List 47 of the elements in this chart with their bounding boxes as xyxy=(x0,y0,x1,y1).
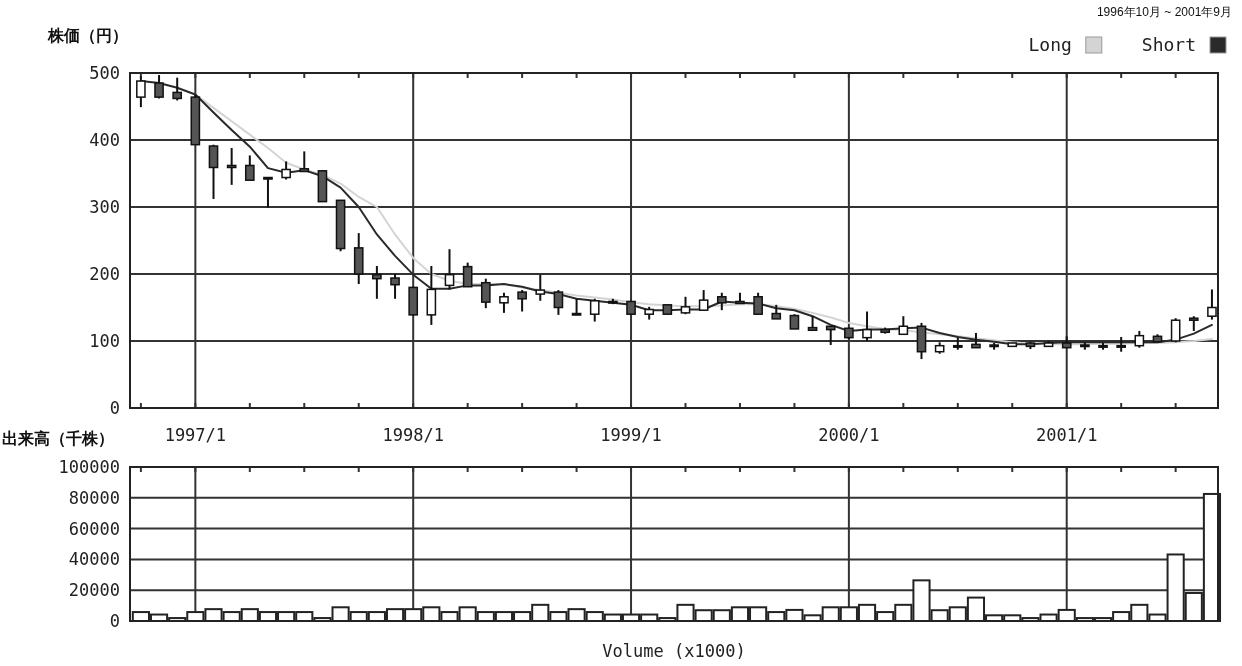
candlestick xyxy=(753,291,763,316)
legend-label: Long xyxy=(1028,34,1072,55)
chart-subtitle: 1996年10月 ~ 2001年9月 xyxy=(1096,5,1232,19)
candlestick xyxy=(553,289,564,316)
y-tick-label: 40000 xyxy=(68,549,120,570)
x-tick-label: 2000/1 xyxy=(818,425,880,445)
candlestick xyxy=(862,310,872,342)
candlestick xyxy=(1170,317,1181,344)
y-tick-label: 400 xyxy=(89,130,120,150)
y-axis-title: 株価（円） xyxy=(47,27,128,45)
y-tick-label: 200 xyxy=(89,264,120,284)
candlestick xyxy=(1207,288,1217,321)
candlestick xyxy=(299,150,310,173)
candlestick xyxy=(898,315,909,336)
candlestick xyxy=(172,76,183,102)
y-axis-title: 出来高（千株） xyxy=(2,429,114,448)
candlestick xyxy=(136,75,146,109)
candlestick xyxy=(517,289,527,313)
y-tick-label: 500 xyxy=(89,63,120,83)
candlestick xyxy=(698,289,709,312)
y-tick-label: 0 xyxy=(109,398,120,418)
candlestick xyxy=(372,264,382,300)
candlestick xyxy=(480,277,491,310)
candlestick xyxy=(390,273,400,300)
y-tick-label: 0 xyxy=(109,611,120,631)
x-tick-label: 1997/1 xyxy=(164,425,227,445)
candlestick xyxy=(462,261,473,288)
candlestick xyxy=(571,297,582,316)
candlestick xyxy=(444,248,455,291)
x-tick-label: 1999/1 xyxy=(600,425,662,445)
candlestick xyxy=(499,291,509,314)
candlestick xyxy=(535,273,546,302)
y-tick-label: 100 xyxy=(89,331,120,351)
candlestick xyxy=(244,154,255,182)
y-tick-label: 60000 xyxy=(68,518,120,539)
y-tick-label: 300 xyxy=(89,197,120,217)
x-axis-title: Volume (x1000) xyxy=(602,641,746,661)
candlestick xyxy=(281,160,291,181)
candlestick xyxy=(263,176,273,209)
candlestick xyxy=(208,143,219,200)
x-tick-label: 2001/1 xyxy=(1036,425,1098,445)
y-tick-label: 100000 xyxy=(58,457,120,477)
y-tick-label: 20000 xyxy=(68,580,120,601)
legend-label: Short xyxy=(1141,34,1196,55)
y-tick-label: 80000 xyxy=(68,487,120,508)
candlestick xyxy=(589,297,600,323)
x-tick-label: 1998/1 xyxy=(382,425,444,445)
